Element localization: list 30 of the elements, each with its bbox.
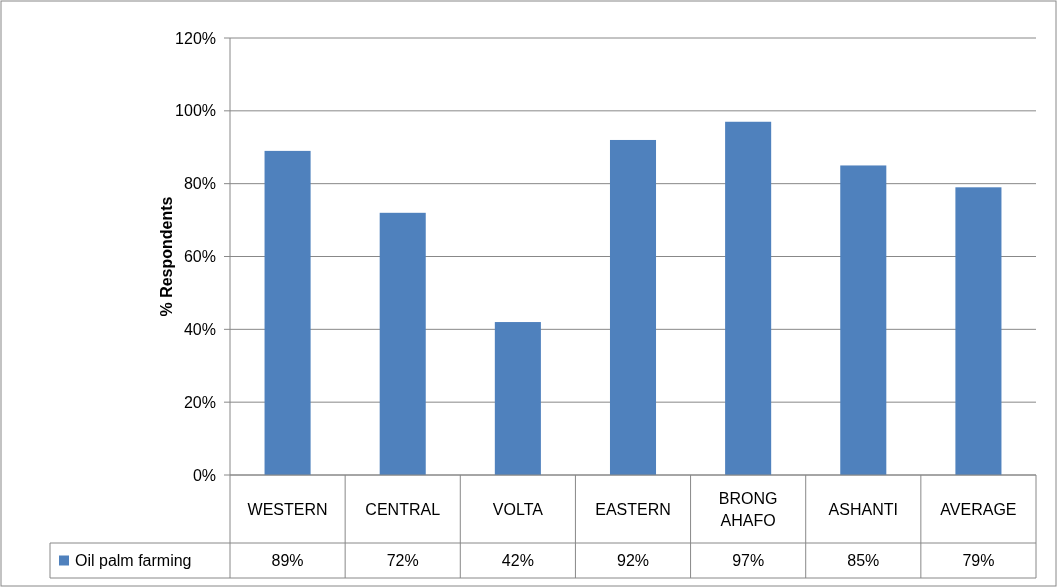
bar: [379, 212, 426, 475]
y-tick-label: 60%: [183, 248, 216, 266]
data-label: 79%: [962, 552, 995, 570]
data-label: 85%: [847, 552, 880, 570]
data-label: 97%: [732, 552, 765, 570]
data-label: 92%: [616, 552, 650, 570]
y-tick-label: 100%: [175, 102, 216, 120]
x-tick-label: VOLTA: [492, 500, 544, 518]
bar: [725, 121, 772, 475]
legend-label: Oil palm farming: [75, 552, 192, 570]
x-tick-label: WESTERN: [247, 500, 328, 518]
y-tick-label: 120%: [175, 29, 216, 47]
y-axis-title: % Respondents: [158, 196, 175, 317]
x-tick-label: BRONG AHAFO: [718, 489, 778, 529]
y-tick-label: 0%: [192, 466, 216, 484]
y-tick-label: 20%: [183, 393, 216, 411]
bar: [264, 150, 311, 475]
x-tick-label: CENTRAL: [365, 500, 441, 518]
bar: [609, 139, 657, 475]
bar: [955, 187, 1002, 475]
data-label: 42%: [501, 552, 534, 570]
y-tick-label: 40%: [183, 320, 216, 338]
x-tick-label: EASTERN: [595, 500, 671, 518]
x-tick-label: AVERAGE: [940, 500, 1017, 518]
x-tick-label: ASHANTI: [828, 500, 898, 518]
data-label: 89%: [271, 552, 304, 570]
data-label: 72%: [386, 552, 419, 570]
bar: [840, 165, 887, 475]
y-tick-label: 80%: [183, 175, 216, 193]
bar: [494, 322, 541, 475]
